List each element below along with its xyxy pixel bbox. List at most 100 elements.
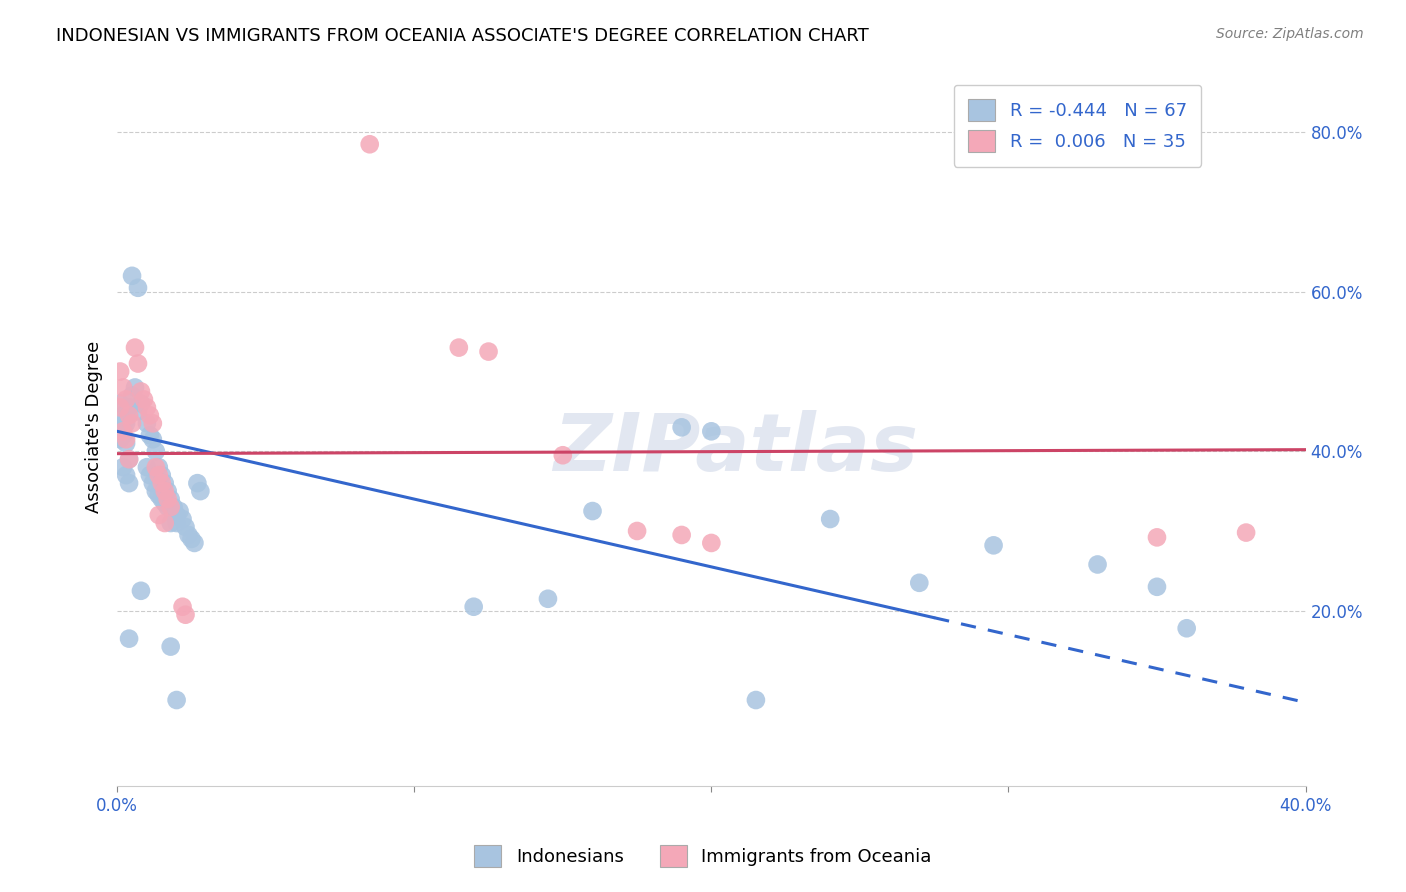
Point xyxy=(108,432,131,446)
Point xyxy=(447,341,470,355)
Point xyxy=(700,536,723,550)
Point xyxy=(129,583,152,598)
Point xyxy=(112,380,135,394)
Point xyxy=(139,468,162,483)
Point xyxy=(186,476,208,491)
Point xyxy=(124,341,146,355)
Point xyxy=(135,460,157,475)
Point xyxy=(463,599,485,614)
Point xyxy=(127,404,149,418)
Legend: Indonesians, Immigrants from Oceania: Indonesians, Immigrants from Oceania xyxy=(467,838,939,874)
Point xyxy=(142,476,165,491)
Point xyxy=(135,401,157,415)
Point xyxy=(818,512,841,526)
Point xyxy=(150,468,173,483)
Point xyxy=(127,281,149,295)
Point xyxy=(166,693,188,707)
Point xyxy=(159,516,181,530)
Point xyxy=(190,484,212,499)
Point xyxy=(159,640,181,654)
Point xyxy=(118,452,141,467)
Point xyxy=(118,401,141,415)
Point xyxy=(183,536,205,550)
Y-axis label: Associate's Degree: Associate's Degree xyxy=(86,342,103,514)
Point xyxy=(115,417,138,431)
Point xyxy=(156,484,179,499)
Point xyxy=(172,599,194,614)
Point xyxy=(153,516,176,530)
Legend: R = -0.444   N = 67, R =  0.006   N = 35: R = -0.444 N = 67, R = 0.006 N = 35 xyxy=(953,85,1201,167)
Point xyxy=(121,417,143,431)
Point xyxy=(551,448,574,462)
Point xyxy=(581,504,603,518)
Point xyxy=(166,508,188,522)
Point xyxy=(112,409,135,423)
Point xyxy=(1234,525,1257,540)
Point xyxy=(983,538,1005,552)
Point xyxy=(162,500,184,514)
Point xyxy=(150,476,173,491)
Point xyxy=(153,484,176,499)
Point xyxy=(1087,558,1109,572)
Point xyxy=(156,492,179,507)
Point xyxy=(118,409,141,423)
Point xyxy=(148,488,170,502)
Point xyxy=(115,432,138,446)
Point xyxy=(166,516,188,530)
Point xyxy=(145,484,167,499)
Point xyxy=(745,693,768,707)
Point xyxy=(145,444,167,458)
Point xyxy=(115,468,138,483)
Point xyxy=(477,344,499,359)
Point xyxy=(115,392,138,407)
Point xyxy=(139,428,162,442)
Point xyxy=(148,468,170,483)
Point xyxy=(1146,580,1168,594)
Point xyxy=(135,417,157,431)
Point xyxy=(142,417,165,431)
Point xyxy=(108,364,131,378)
Point xyxy=(169,504,191,518)
Point xyxy=(180,532,202,546)
Point xyxy=(1175,621,1198,635)
Text: ZIPatlas: ZIPatlas xyxy=(553,409,918,488)
Point xyxy=(671,420,693,434)
Point xyxy=(118,452,141,467)
Point xyxy=(174,607,197,622)
Point xyxy=(118,632,141,646)
Point xyxy=(159,492,181,507)
Point xyxy=(359,137,381,152)
Point xyxy=(139,409,162,423)
Point xyxy=(142,432,165,446)
Point xyxy=(108,396,131,410)
Point xyxy=(148,508,170,522)
Point xyxy=(108,401,131,415)
Point xyxy=(115,412,138,426)
Point xyxy=(118,476,141,491)
Point xyxy=(156,500,179,514)
Point xyxy=(150,492,173,507)
Point xyxy=(112,428,135,442)
Point xyxy=(145,460,167,475)
Point xyxy=(112,460,135,475)
Point xyxy=(177,528,200,542)
Point xyxy=(121,388,143,402)
Point xyxy=(159,500,181,514)
Point xyxy=(153,496,176,510)
Point xyxy=(132,392,155,407)
Point xyxy=(671,528,693,542)
Text: Source: ZipAtlas.com: Source: ZipAtlas.com xyxy=(1216,27,1364,41)
Point xyxy=(148,460,170,475)
Point xyxy=(129,396,152,410)
Text: INDONESIAN VS IMMIGRANTS FROM OCEANIA ASSOCIATE'S DEGREE CORRELATION CHART: INDONESIAN VS IMMIGRANTS FROM OCEANIA AS… xyxy=(56,27,869,45)
Point xyxy=(537,591,560,606)
Point xyxy=(700,425,723,439)
Point xyxy=(112,425,135,439)
Point xyxy=(129,384,152,399)
Point xyxy=(108,425,131,439)
Point xyxy=(908,575,931,590)
Point xyxy=(626,524,648,538)
Point xyxy=(1146,530,1168,544)
Point xyxy=(121,268,143,283)
Point xyxy=(153,476,176,491)
